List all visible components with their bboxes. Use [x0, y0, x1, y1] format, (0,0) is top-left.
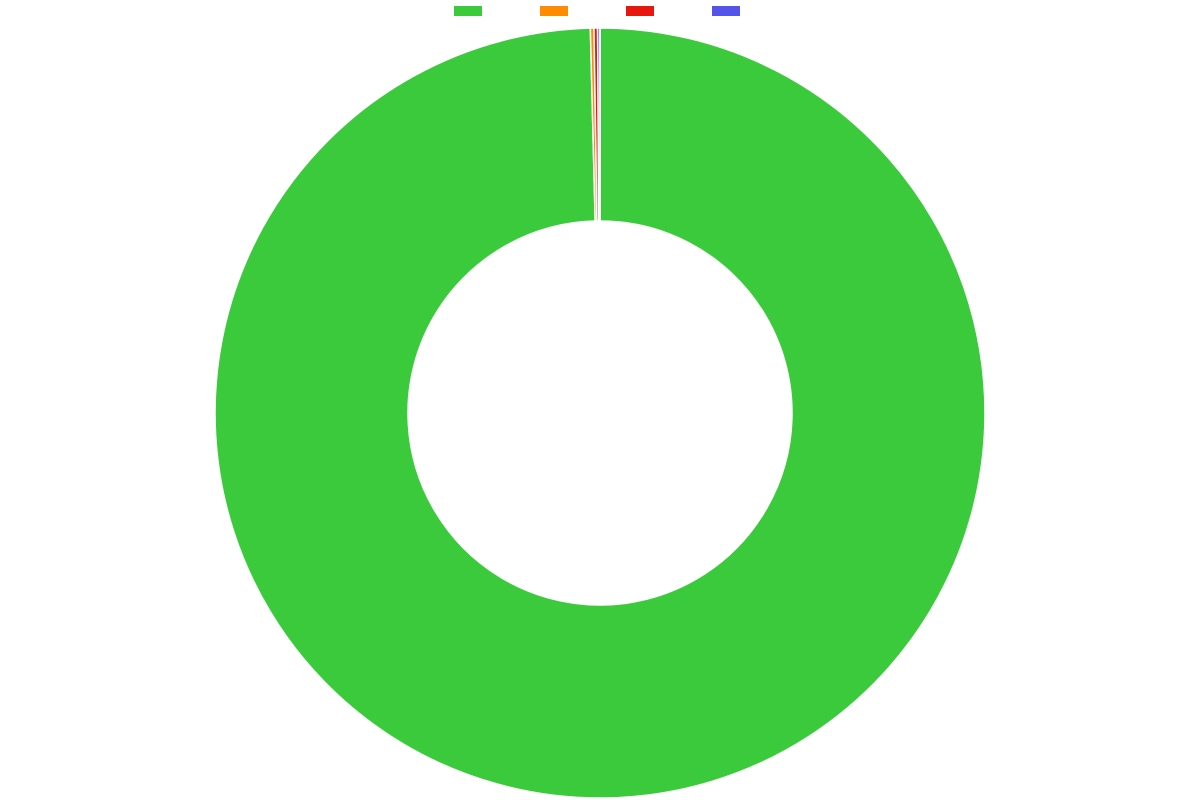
legend-item[interactable]	[454, 6, 488, 16]
legend-item[interactable]	[540, 6, 574, 16]
legend-swatch	[626, 6, 654, 16]
legend-swatch	[712, 6, 740, 16]
chart-container	[0, 0, 1200, 800]
legend-item[interactable]	[712, 6, 746, 16]
legend	[0, 6, 1200, 16]
legend-item[interactable]	[626, 6, 660, 16]
legend-swatch	[540, 6, 568, 16]
legend-swatch	[454, 6, 482, 16]
donut-chart	[0, 26, 1200, 800]
